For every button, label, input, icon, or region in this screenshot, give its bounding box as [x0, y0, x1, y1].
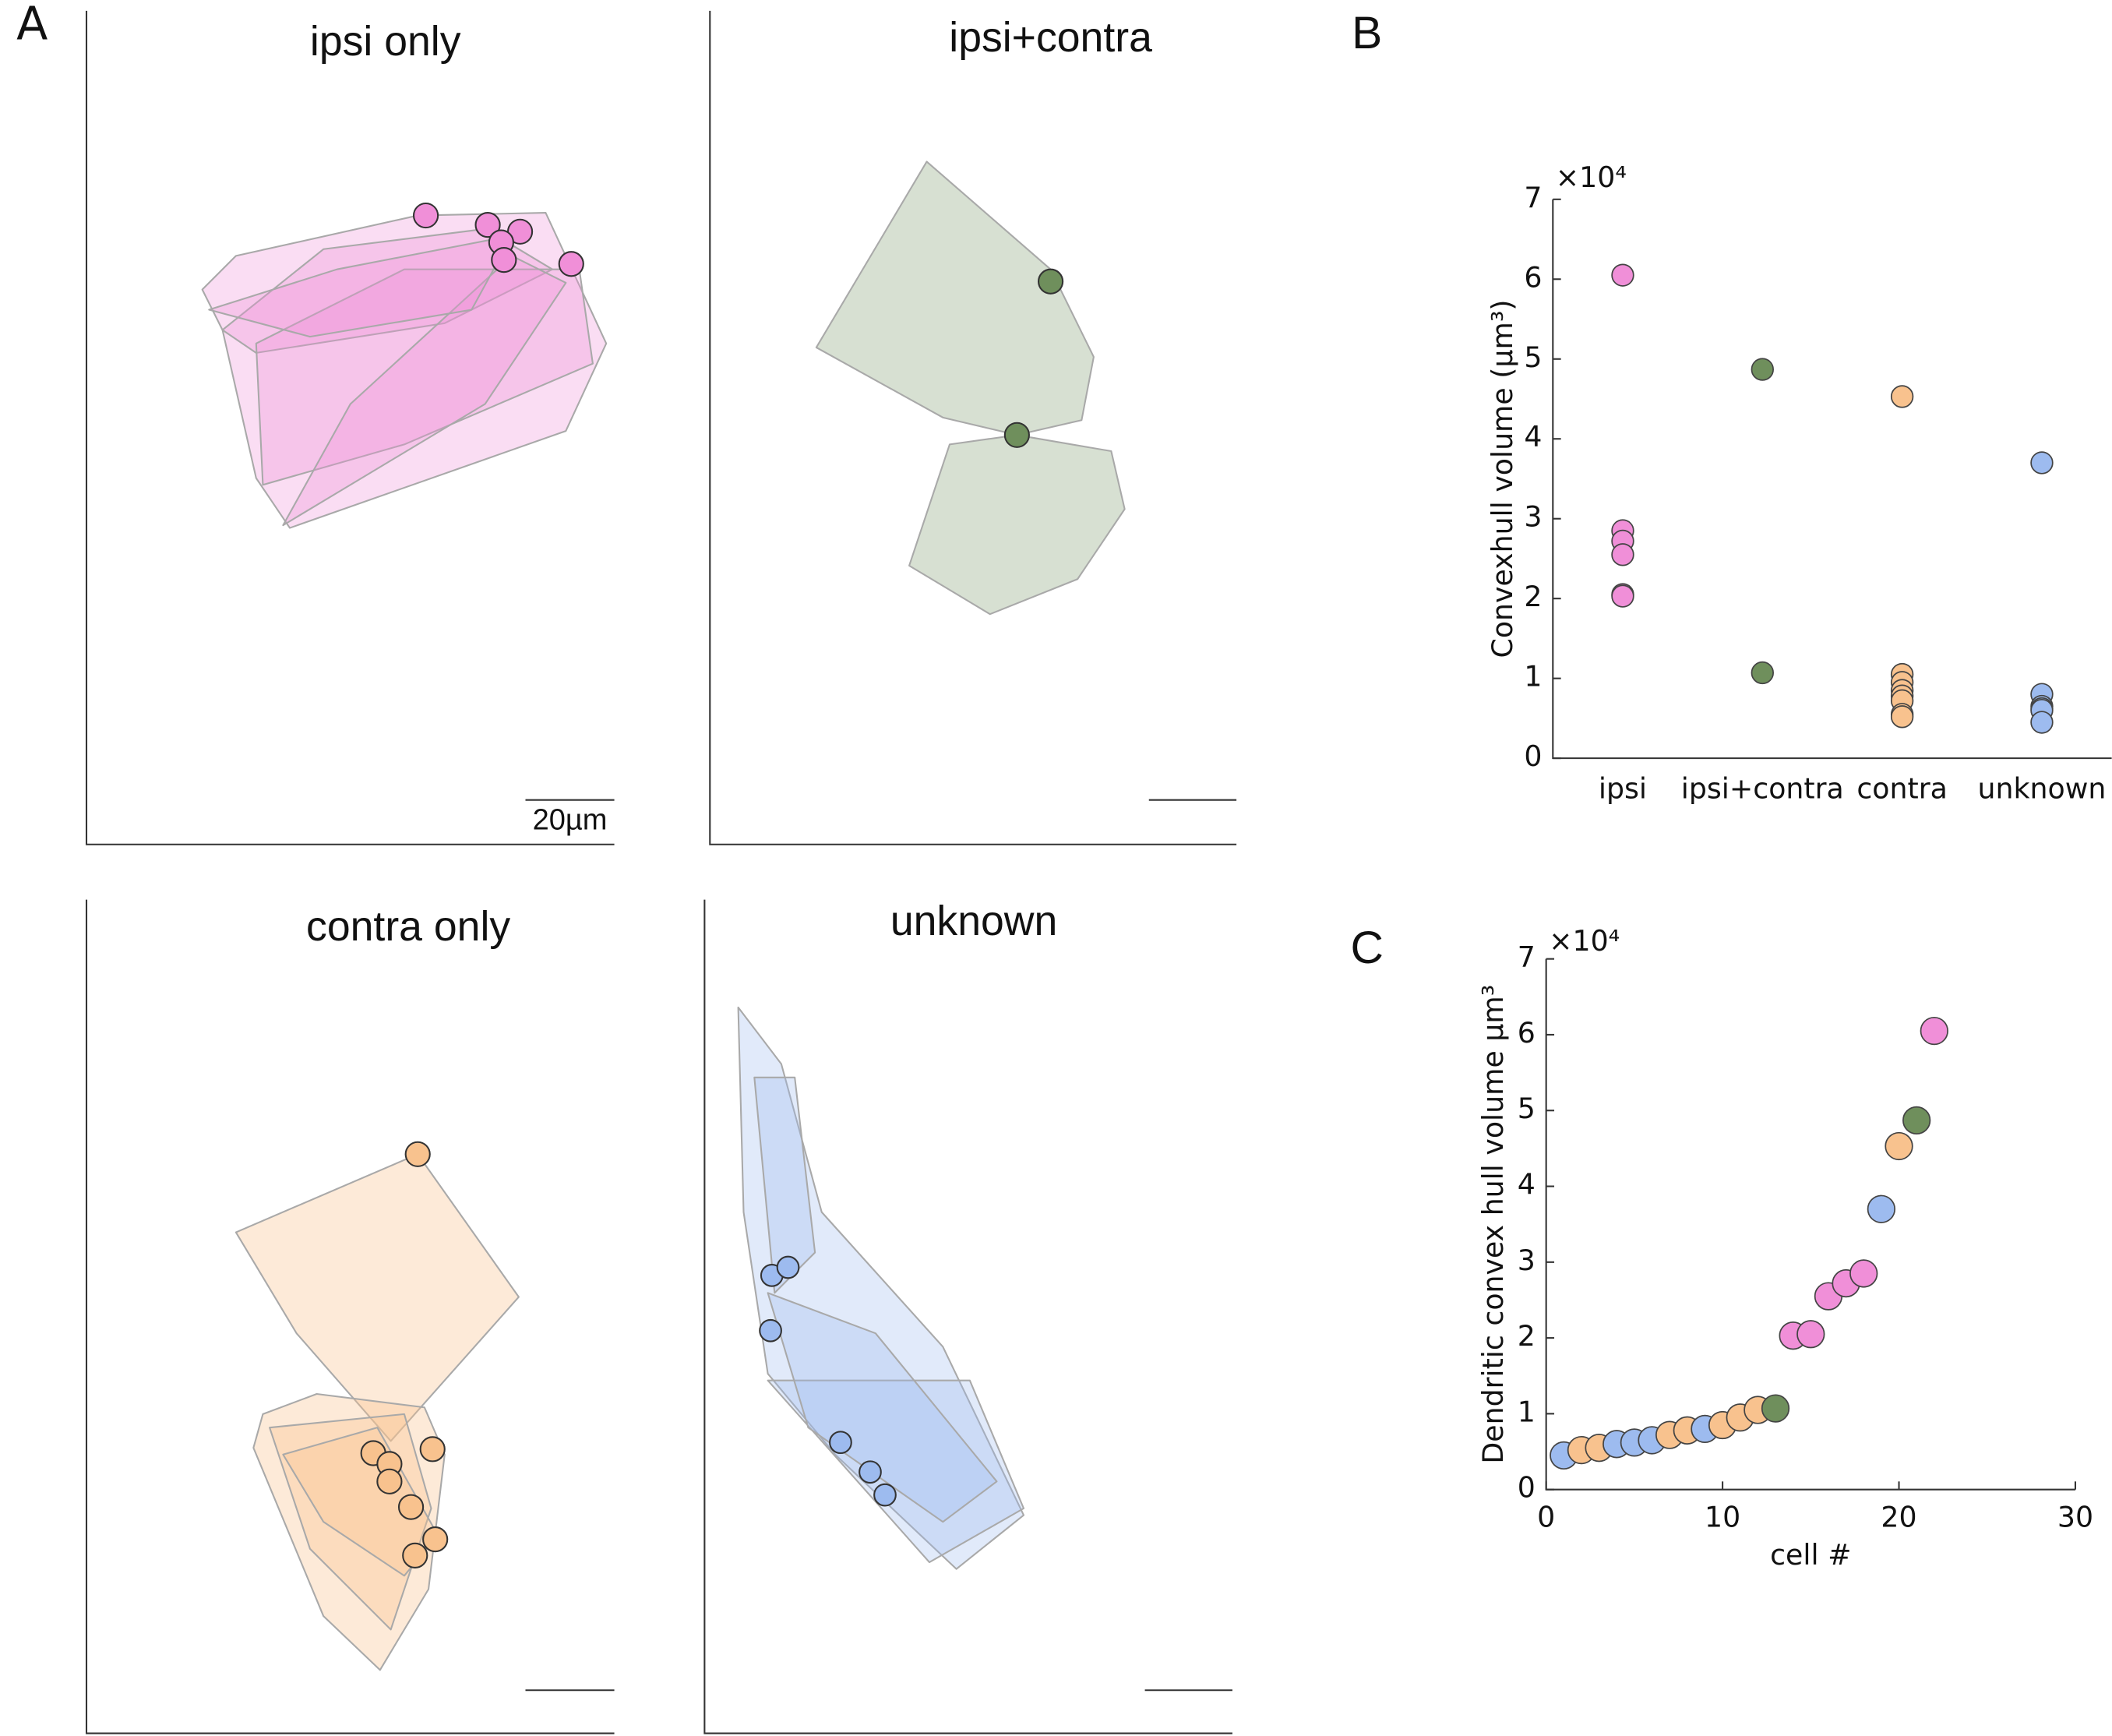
somata	[1003, 268, 1064, 448]
y-tick-label: 5	[1524, 340, 1542, 374]
morphology-panel: ipsi+contra	[709, 10, 1237, 845]
panel-title: contra only	[306, 903, 510, 950]
panel-label: C	[1351, 923, 1384, 973]
point	[1890, 705, 1914, 729]
axis	[1545, 958, 2075, 1491]
x-tick-label: contra	[1856, 772, 1948, 806]
morphology-panel: contra only	[85, 899, 615, 1734]
y-tick-label: 5	[1518, 1092, 1536, 1125]
point	[1890, 385, 1914, 408]
hulls	[737, 1006, 1025, 1570]
point	[1611, 543, 1634, 566]
hulls	[234, 1153, 520, 1671]
y-tick-label: 6	[1518, 1016, 1536, 1050]
y-tick-label: 4	[1518, 1168, 1536, 1201]
y-axis-label: Convexhull volume (μm³)	[1486, 299, 1519, 658]
point	[1849, 1259, 1878, 1288]
y-tick-label: 7	[1518, 940, 1536, 974]
hulls	[201, 212, 608, 529]
x-axis-label: cell #	[1770, 1538, 1851, 1572]
x-tick-label: 30	[2057, 1501, 2093, 1534]
panel-label: A	[16, 0, 48, 51]
point	[1761, 1394, 1790, 1423]
point	[1751, 661, 1774, 685]
y-tick-label: 3	[1524, 500, 1542, 534]
multiplier: ×10⁴	[1549, 924, 1620, 958]
point	[1902, 1106, 1931, 1135]
axis	[703, 899, 1232, 1734]
panel-label: B	[1352, 8, 1382, 58]
scale-bar-label: 20µm	[533, 803, 608, 836]
panel-title: ipsi+contra	[949, 14, 1152, 61]
somata	[759, 1255, 897, 1507]
point	[1920, 1016, 1948, 1046]
y-tick-label: 1	[1524, 660, 1542, 693]
y-axis-label: Dendritic convex hull volume μm³	[1476, 985, 1510, 1464]
y-tick-label: 0	[1524, 739, 1542, 773]
point	[1796, 1320, 1825, 1349]
point	[1611, 584, 1634, 608]
x-tick-label: unknown	[1978, 772, 2107, 806]
x-tick-label: 20	[1881, 1501, 1916, 1534]
somata	[360, 1141, 449, 1568]
y-tick-label: 2	[1524, 580, 1542, 613]
y-tick-label: 6	[1524, 260, 1542, 294]
point	[1751, 358, 1774, 381]
point	[2030, 451, 2054, 475]
multiplier: ×10⁴	[1556, 161, 1627, 194]
x-tick-label: ipsi	[1599, 772, 1647, 806]
panel-title: ipsi only	[310, 18, 461, 65]
y-tick-label: 1	[1518, 1395, 1536, 1428]
point	[1885, 1131, 1913, 1161]
point	[2030, 711, 2054, 734]
hulls	[815, 161, 1126, 616]
morphology-panel: ipsi only 20µm	[85, 10, 615, 845]
somata	[412, 202, 584, 277]
axis	[85, 899, 615, 1734]
x-tick-label: 10	[1705, 1501, 1740, 1534]
point	[1611, 263, 1634, 287]
axis	[709, 10, 1237, 845]
morphology-panel: unknown	[703, 898, 1232, 1734]
y-tick-label: 0	[1518, 1471, 1536, 1505]
y-tick-label: 2	[1518, 1319, 1536, 1353]
y-tick-label: 3	[1518, 1244, 1536, 1277]
x-tick-label: ipsi+contra	[1681, 772, 1844, 806]
x-tick-label: 0	[1537, 1501, 1555, 1534]
y-tick-label: 7	[1524, 181, 1542, 214]
axis	[85, 10, 615, 845]
point	[1867, 1194, 1896, 1223]
axis	[1552, 199, 2112, 760]
y-tick-label: 4	[1524, 420, 1542, 453]
panel-title: unknown	[890, 898, 1057, 944]
